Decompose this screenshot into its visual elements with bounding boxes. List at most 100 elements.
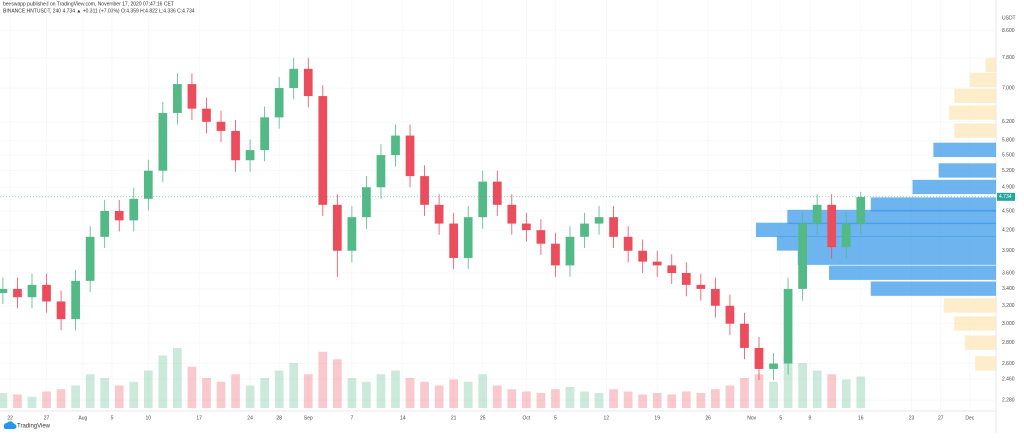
candle-body bbox=[260, 117, 269, 151]
volume-bar bbox=[129, 381, 139, 408]
volume-bar bbox=[420, 381, 429, 408]
volume-bar bbox=[521, 391, 531, 408]
volume-bar bbox=[202, 378, 211, 408]
profile-bar bbox=[954, 88, 996, 103]
candle-body bbox=[449, 223, 459, 258]
logo: TradingView bbox=[3, 421, 51, 430]
x-tick-label: 19 bbox=[654, 415, 660, 421]
volume-bar bbox=[536, 393, 546, 408]
profile-bar bbox=[756, 222, 996, 238]
volume-bar bbox=[376, 374, 386, 408]
volume-bar bbox=[158, 355, 168, 408]
volume-bar bbox=[434, 385, 444, 408]
candle-body bbox=[740, 323, 749, 348]
y-tick-label: 4.200 bbox=[1002, 227, 1015, 233]
candle-body bbox=[565, 236, 575, 266]
profile-bar bbox=[776, 236, 996, 251]
volume-bar bbox=[362, 381, 371, 408]
candle-body bbox=[725, 305, 735, 324]
profile-bar bbox=[912, 179, 996, 195]
profile-bar bbox=[943, 298, 996, 313]
candle-body bbox=[667, 265, 677, 274]
candle-body bbox=[463, 217, 473, 258]
candle-body bbox=[711, 288, 720, 306]
volume-bar bbox=[667, 394, 677, 408]
x-tick-label: 5 bbox=[779, 415, 782, 421]
x-tick-label: 27 bbox=[44, 415, 50, 421]
candle-body bbox=[638, 250, 648, 262]
volume-bar bbox=[71, 385, 80, 408]
volume-bar bbox=[405, 378, 415, 408]
volume-bar bbox=[754, 374, 764, 408]
volume-bar bbox=[478, 374, 488, 408]
y-tick-label: 2.800 bbox=[1002, 340, 1015, 346]
candle-body bbox=[129, 198, 139, 221]
x-tick-label: 28 bbox=[276, 415, 282, 421]
candle-body bbox=[216, 121, 226, 131]
candle-body bbox=[405, 135, 415, 177]
profile-bar bbox=[797, 250, 996, 265]
x-tick-label: 27 bbox=[938, 415, 944, 421]
y-tick-label: 2.460 bbox=[1002, 376, 1015, 382]
candle-body bbox=[318, 96, 328, 205]
x-tick-label: 21 bbox=[451, 415, 457, 421]
volume-bar bbox=[812, 370, 822, 408]
candle-body bbox=[391, 135, 400, 156]
x-tick-label: 5 bbox=[554, 415, 557, 421]
volume-bar bbox=[187, 366, 197, 408]
last-price-tag bbox=[997, 192, 1015, 201]
candle-body bbox=[507, 204, 517, 224]
candle-body bbox=[202, 108, 211, 122]
candle-body bbox=[812, 204, 822, 224]
y-tick-label: 8.600 bbox=[1002, 28, 1015, 34]
candle-body bbox=[594, 217, 604, 224]
profile-bar bbox=[787, 209, 996, 225]
volume-bar bbox=[725, 385, 735, 408]
y-tick-label: 3.400 bbox=[1002, 286, 1015, 292]
volume-bar bbox=[332, 359, 342, 408]
candle-body bbox=[798, 223, 807, 289]
candle-body bbox=[478, 181, 488, 218]
y-tick-label: 2.600 bbox=[1002, 361, 1015, 367]
y-tick-label: 4.500 bbox=[1002, 208, 1015, 214]
volume-bar bbox=[623, 391, 633, 408]
volume-bar bbox=[492, 385, 502, 408]
candle-body bbox=[173, 84, 182, 113]
volume-bar bbox=[289, 363, 299, 408]
volume-bar bbox=[769, 381, 778, 408]
last-price-label: 4.734 bbox=[999, 194, 1012, 200]
candle-body bbox=[769, 363, 778, 369]
profile-bar bbox=[954, 123, 996, 138]
candle-body bbox=[289, 68, 299, 89]
candle-body bbox=[434, 204, 444, 224]
volume-bar bbox=[681, 391, 691, 408]
logo-icon bbox=[3, 421, 17, 429]
candle-body bbox=[187, 84, 197, 109]
x-tick-label: Nov bbox=[747, 415, 756, 421]
volume-bar bbox=[274, 370, 284, 408]
y-tick-label: 5.200 bbox=[1002, 168, 1015, 174]
volume-bar bbox=[245, 385, 255, 408]
volume-bar bbox=[42, 391, 51, 408]
x-tick-label: 22 bbox=[7, 415, 13, 421]
candle-body bbox=[580, 223, 589, 237]
candle-body bbox=[114, 210, 124, 221]
volume-bar bbox=[56, 389, 66, 408]
y-tick-label: 3.000 bbox=[1002, 321, 1015, 327]
y-tick-label: 5.500 bbox=[1002, 152, 1015, 158]
volume-bar bbox=[216, 381, 226, 408]
x-tick-label: 24 bbox=[247, 415, 253, 421]
volume-bar bbox=[231, 374, 240, 408]
candle-body bbox=[521, 223, 531, 231]
candle-body bbox=[652, 261, 662, 266]
volume-bar bbox=[303, 374, 313, 408]
volume-bar bbox=[260, 378, 269, 408]
candle-body bbox=[681, 273, 691, 285]
volume-bar bbox=[551, 389, 560, 408]
candle-body bbox=[303, 68, 313, 97]
volume-bar bbox=[740, 378, 749, 408]
volume-bar bbox=[463, 381, 473, 408]
candle-body bbox=[332, 204, 342, 251]
candle-body bbox=[609, 217, 618, 237]
volume-bar bbox=[856, 376, 866, 408]
